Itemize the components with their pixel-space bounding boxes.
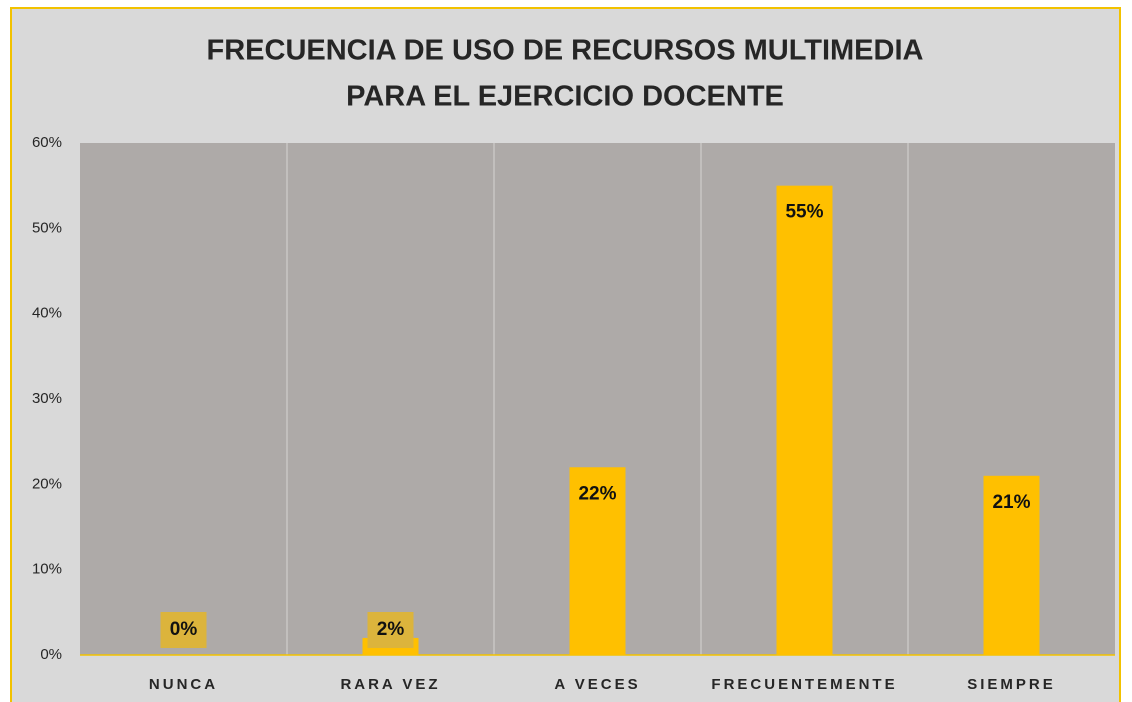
y-tick-label: 60% <box>32 134 62 151</box>
data-label: 55% <box>785 202 823 223</box>
x-tick-label: A VECES <box>554 676 640 693</box>
chart-title: PARA EL EJERCICIO DOCENTE <box>346 81 784 113</box>
y-tick-label: 40% <box>32 305 62 322</box>
bar <box>983 475 1040 655</box>
data-label-box <box>160 612 207 648</box>
chart-title: FRECUENCIA DE USO DE RECURSOS MULTIMEDIA <box>207 35 924 67</box>
y-tick-label: 30% <box>32 390 62 407</box>
x-tick-label: FRECUENTEMENTE <box>711 676 897 693</box>
y-tick-label: 0% <box>40 646 62 663</box>
bar <box>776 185 833 655</box>
y-tick-label: 10% <box>32 561 62 578</box>
data-label: 2% <box>377 619 405 640</box>
x-tick-label: NUNCA <box>149 676 218 693</box>
data-label-box <box>367 612 414 648</box>
y-tick-label: 20% <box>32 475 62 492</box>
x-tick-label: SIEMPRE <box>967 676 1056 693</box>
data-label: 0% <box>170 619 198 640</box>
y-tick-label: 50% <box>32 219 62 236</box>
bar <box>569 467 626 655</box>
data-label: 22% <box>578 483 616 504</box>
data-label: 21% <box>992 492 1030 513</box>
x-tick-label: RARA VEZ <box>340 676 440 693</box>
